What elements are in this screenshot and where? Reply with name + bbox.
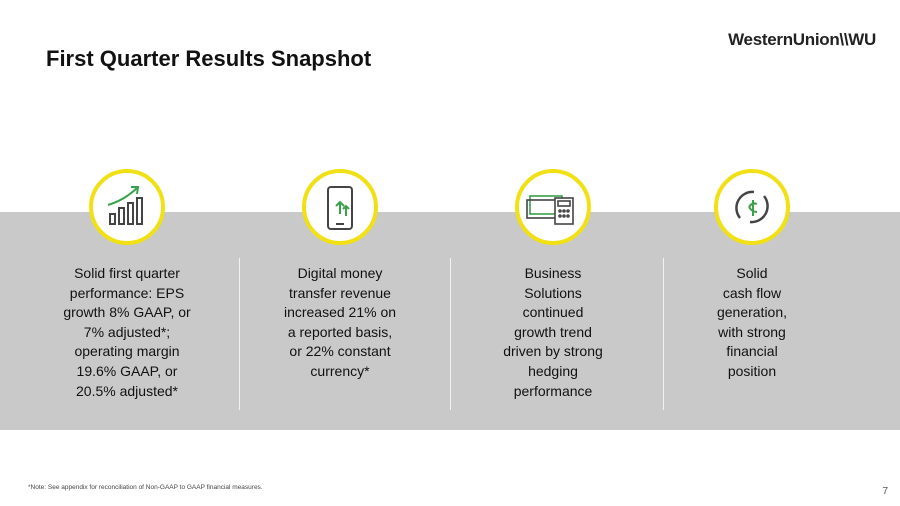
text-line: financial (726, 343, 778, 360)
text-line: increased 21% on (283, 304, 397, 321)
footnote: *Note: See appendix for reconciliation o… (28, 484, 263, 491)
slide-title: First Quarter Results Snapshot (46, 46, 372, 71)
text-line: growth trend (514, 323, 592, 340)
column-text: Business Solutions continued growth trend dr… (453, 264, 653, 401)
text-line: 20.5% adjusted* (76, 382, 178, 399)
text-line: continued (522, 304, 584, 321)
icons (89, 169, 790, 245)
text-line: with strong (718, 323, 786, 340)
text-line: or 22% constant (289, 343, 391, 360)
divider (239, 258, 240, 410)
icon-growth (107, 186, 143, 225)
text-line: currency* (310, 362, 370, 379)
text-line: 19.6% GAAP, or (76, 362, 178, 379)
logo: WesternUnion\\WU (728, 30, 876, 49)
text-line: growth 8% GAAP, or (63, 304, 191, 321)
icon-money (526, 195, 574, 225)
text-line: performance (513, 382, 593, 399)
text-line: hedging (528, 362, 578, 379)
icon-phone (327, 186, 353, 230)
divider (450, 258, 451, 410)
column-text: Digital money transfer revenue increased 2… (240, 264, 440, 382)
text-line: Solid (736, 265, 768, 281)
text-line: operating margin (74, 343, 180, 360)
divider (663, 258, 664, 410)
icon-cashflow (735, 190, 769, 224)
text-line: a reported basis, (287, 323, 393, 340)
text-line: performance: EPS (69, 284, 185, 301)
text-line: Digital money (297, 265, 383, 281)
text-line: transfer revenue (289, 284, 391, 301)
text-line: Business (524, 265, 582, 281)
column-text: Solid cash flow generation, with strong fina… (652, 264, 852, 382)
text-line: position (727, 362, 777, 379)
text-line: Solid first quarter (74, 265, 180, 281)
text-line: generation, (716, 304, 788, 321)
text-line: 7% adjusted*; (83, 323, 171, 340)
column-text: Solid first quarter performance: EPS growt… (27, 264, 227, 401)
text-line: Solutions (524, 284, 582, 301)
text-line: driven by strong (503, 343, 603, 360)
page-number: 7 (882, 486, 888, 497)
text-line: cash flow (722, 284, 782, 301)
